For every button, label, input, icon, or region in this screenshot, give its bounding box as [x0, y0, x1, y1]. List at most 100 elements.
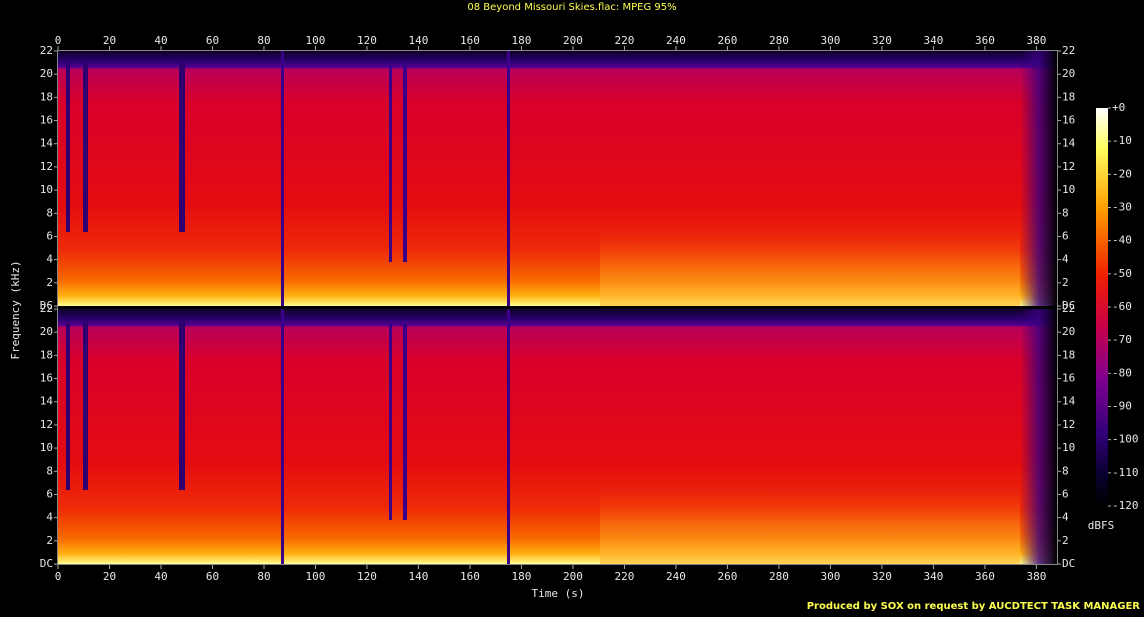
colorbar-tick-label: -100: [1112, 433, 1139, 446]
y-tick-label: 10: [40, 183, 53, 196]
colorbar-tick-label: -60: [1112, 300, 1132, 313]
colorbar-label: dBFS: [1088, 519, 1115, 532]
x-tick-label: 120: [357, 34, 377, 47]
x-tick-label: 200: [563, 570, 583, 583]
spectrogram-detail: [1020, 51, 1057, 306]
y-tick-label: 10: [1062, 183, 1075, 196]
y-tick-label: 6: [46, 487, 53, 500]
x-tick-label: 80: [257, 34, 270, 47]
y-tick-label: 10: [1062, 441, 1075, 454]
y-tick-label: 8: [46, 464, 53, 477]
x-tick-label: 300: [820, 34, 840, 47]
spectrogram-detail: [83, 320, 88, 490]
x-tick-label: 180: [512, 34, 532, 47]
colorbar-tick-label: -90: [1112, 400, 1132, 413]
x-tick-label: 240: [666, 570, 686, 583]
spectrogram-detail: [389, 320, 392, 520]
y-tick-label: 6: [46, 229, 53, 242]
y-tick-label: 6: [1062, 229, 1069, 242]
spectrogram-detail: [600, 488, 1020, 564]
y-tick-label: 16: [1062, 372, 1075, 385]
colorbar-tick-label: -30: [1112, 201, 1132, 214]
spectrogram-detail: [389, 62, 392, 262]
y-tick-label: 12: [1062, 160, 1075, 173]
colorbar: [1096, 108, 1108, 506]
x-tick-label: 300: [820, 570, 840, 583]
x-tick-label: 180: [512, 570, 532, 583]
x-tick-label: 280: [769, 570, 789, 583]
x-tick-label: 320: [872, 570, 892, 583]
spectrogram-detail: [507, 51, 510, 306]
colorbar-tick-label: -70: [1112, 333, 1132, 346]
y-tick-label: 20: [40, 325, 53, 338]
x-tick-label: 140: [409, 570, 429, 583]
y-tick-label: 22: [40, 44, 53, 57]
y-tick-label: 16: [40, 372, 53, 385]
y-tick-label: 2: [1062, 276, 1069, 289]
channel-1: [58, 51, 1057, 306]
x-tick-label: 160: [460, 570, 480, 583]
chart-title: 08 Beyond Missouri Skies.flac: MPEG 95%: [467, 2, 676, 13]
x-tick-label: 220: [615, 570, 635, 583]
colorbar-tick-label: -10: [1112, 134, 1132, 147]
x-tick-label: 220: [615, 34, 635, 47]
y-tick-label: DC: [40, 557, 53, 570]
x-tick-label: 0: [55, 570, 62, 583]
spectrogram-detail: [66, 320, 70, 490]
y-tick-label: 20: [1062, 67, 1075, 80]
y-tick-label: 12: [40, 160, 53, 173]
y-tick-label: 16: [1062, 114, 1075, 127]
spectrogram-detail: [83, 62, 88, 232]
x-tick-label: 380: [1026, 570, 1046, 583]
x-tick-label: 280: [769, 34, 789, 47]
y-tick-label: DC: [1062, 557, 1075, 570]
channel-2: [58, 309, 1057, 564]
spectrogram-detail: [403, 320, 407, 520]
x-tick-label: 100: [306, 34, 326, 47]
spectrogram-detail: [507, 309, 510, 564]
x-tick-label: 120: [357, 570, 377, 583]
x-tick-label: 360: [975, 570, 995, 583]
y-tick-label: 16: [40, 114, 53, 127]
y-tick-label: 14: [40, 137, 54, 150]
y-tick-label: 18: [40, 348, 53, 361]
y-tick-label: 2: [1062, 534, 1069, 547]
x-tick-label: 380: [1026, 34, 1046, 47]
spectrogram-detail: [1020, 309, 1057, 564]
x-tick-label: 20: [103, 570, 116, 583]
x-axis-label: Time (s): [532, 587, 585, 600]
spectrogram-detail: [179, 320, 185, 490]
y-tick-label: 14: [1062, 137, 1076, 150]
y-tick-label: 14: [40, 395, 54, 408]
x-tick-label: 100: [306, 570, 326, 583]
colorbar-tick-label: -110: [1112, 466, 1139, 479]
colorbar-tick-label: -50: [1112, 267, 1132, 280]
y-tick-label: 4: [46, 511, 53, 524]
x-tick-label: 260: [717, 34, 737, 47]
y-tick-label: 2: [46, 276, 53, 289]
y-tick-label: 20: [1062, 325, 1075, 338]
y-tick-label: 18: [1062, 348, 1075, 361]
y-axis-label: Frequency (kHz): [9, 260, 22, 359]
spectrogram-detail: [403, 62, 407, 262]
spectrogram-detail: [281, 309, 284, 564]
x-tick-label: 0: [55, 34, 62, 47]
y-tick-label: 22: [40, 302, 53, 315]
x-tick-label: 260: [717, 570, 737, 583]
x-tick-label: 360: [975, 34, 995, 47]
y-tick-label: 18: [40, 90, 53, 103]
y-tick-label: 4: [1062, 253, 1069, 266]
spectrogram-detail: [179, 62, 185, 232]
plot-frame: [57, 50, 1058, 565]
footer: Produced by SOX on request by AUCDTECT T…: [807, 601, 1141, 612]
spectrogram-panels: [57, 50, 1058, 565]
x-tick-label: 320: [872, 34, 892, 47]
x-tick-label: 340: [923, 570, 943, 583]
colorbar-tick-label: -120: [1112, 499, 1139, 512]
colorbar-tick-label: -20: [1112, 167, 1132, 180]
spectrogram-detail: [66, 62, 70, 232]
spectrogram-detail: [281, 51, 284, 306]
y-tick-label: 6: [1062, 487, 1069, 500]
